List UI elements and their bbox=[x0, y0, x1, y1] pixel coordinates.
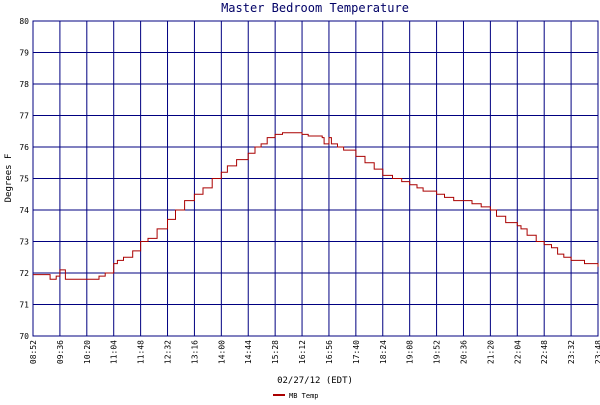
y-tick-label: 76 bbox=[19, 143, 29, 152]
x-tick-label: 17:40 bbox=[352, 340, 361, 364]
chart-title: Master Bedroom Temperature bbox=[221, 1, 409, 15]
y-tick-label: 70 bbox=[19, 332, 29, 341]
x-tick-label: 13:16 bbox=[190, 340, 199, 364]
y-tick-label: 79 bbox=[19, 49, 29, 58]
x-tick-label: 22:04 bbox=[513, 340, 522, 364]
x-tick-label: 10:20 bbox=[83, 340, 92, 364]
x-tick-label: 11:48 bbox=[137, 340, 146, 364]
y-tick-label: 77 bbox=[19, 112, 29, 121]
x-tick-label: 15:28 bbox=[271, 340, 280, 364]
series-line-mb-temp bbox=[33, 132, 599, 280]
legend-label: MB Temp bbox=[289, 392, 319, 400]
x-tick-label: 23:32 bbox=[567, 340, 576, 364]
x-tick-label: 19:52 bbox=[433, 340, 442, 364]
x-tick-label: 14:44 bbox=[244, 340, 253, 364]
y-tick-label: 73 bbox=[19, 238, 29, 247]
y-axis-ticks: 70 71 72 73 74 75 76 77 78 79 80 bbox=[19, 17, 29, 341]
x-tick-label: 14:00 bbox=[217, 340, 226, 364]
y-tick-label: 72 bbox=[19, 269, 29, 278]
x-tick-label: 09:36 bbox=[56, 340, 65, 364]
x-tick-label: 19:08 bbox=[406, 340, 415, 364]
x-axis-ticks: 08:52 09:36 10:20 11:04 11:48 12:32 13:16 14:00… bbox=[29, 340, 600, 364]
y-tick-label: 71 bbox=[19, 301, 29, 310]
y-tick-label: 75 bbox=[19, 175, 29, 184]
x-axis-label: 02/27/12 (EDT) bbox=[277, 376, 353, 386]
x-tick-label: 08:52 bbox=[29, 340, 38, 364]
x-tick-label: 18:24 bbox=[379, 340, 388, 364]
y-tick-label: 80 bbox=[19, 17, 29, 26]
x-tick-label: 23:48 bbox=[594, 340, 600, 364]
x-tick-label: 21:20 bbox=[486, 340, 495, 364]
x-tick-label: 20:36 bbox=[459, 340, 468, 364]
x-tick-label: 11:04 bbox=[110, 340, 119, 364]
y-tick-label: 74 bbox=[19, 206, 29, 215]
legend: MB Temp bbox=[273, 392, 319, 400]
y-tick-label: 78 bbox=[19, 80, 29, 89]
x-tick-label: 22:48 bbox=[540, 340, 549, 364]
y-axis-label: Degrees F bbox=[4, 154, 14, 203]
x-tick-label: 16:12 bbox=[298, 340, 307, 364]
x-tick-label: 16:56 bbox=[325, 340, 334, 364]
x-tick-label: 12:32 bbox=[164, 340, 173, 364]
series-layer bbox=[33, 132, 599, 280]
